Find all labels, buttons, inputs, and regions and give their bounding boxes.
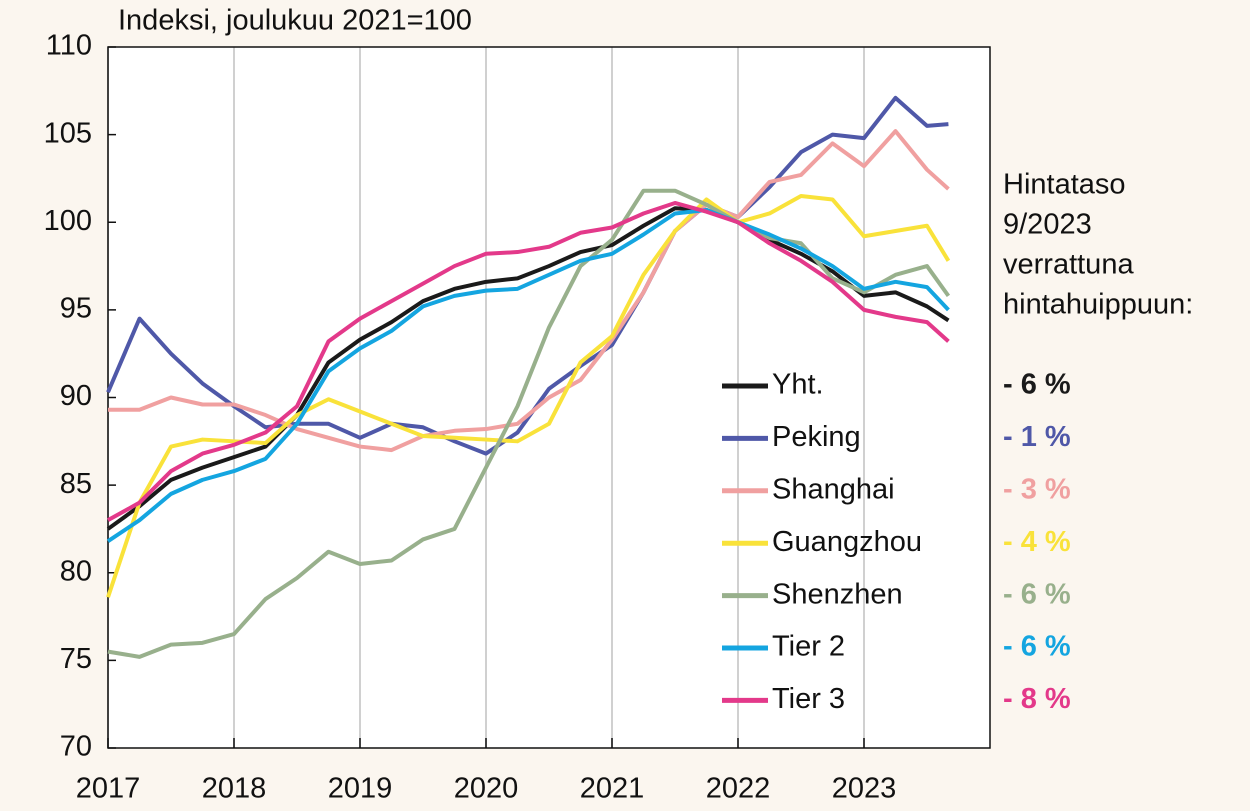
legend-label: Tier 3 xyxy=(772,683,845,715)
side-note: verrattuna xyxy=(1003,249,1134,281)
legend-label: Peking xyxy=(772,421,861,453)
line xyxy=(106,193,951,598)
legend-label: Guangzhou xyxy=(772,526,922,558)
x-tick-label: 2018 xyxy=(202,773,267,805)
side-note: hintahuippuun: xyxy=(1003,289,1193,321)
legend-label: Yht. xyxy=(772,369,824,401)
peak-change-label: - 1 % xyxy=(1003,421,1071,453)
y-tick-label: 110 xyxy=(46,30,92,62)
peak-change-label: - 6 % xyxy=(1003,578,1071,610)
y-tick-label: 75 xyxy=(60,643,92,675)
peak-change-label: - 6 % xyxy=(1003,369,1071,401)
y-tick-label: 100 xyxy=(44,205,92,237)
x-tick-label: 2021 xyxy=(580,773,645,805)
x-tick-label: 2019 xyxy=(328,773,393,805)
peak-change-label: - 4 % xyxy=(1003,526,1071,558)
y-tick-label: 95 xyxy=(60,293,92,325)
line xyxy=(107,188,951,659)
y-tick-label: 70 xyxy=(60,731,92,763)
y-tick-label: 90 xyxy=(60,380,92,412)
line xyxy=(108,129,950,453)
peak-change-label: - 6 % xyxy=(1003,631,1071,663)
side-note: Hintataso xyxy=(1003,169,1126,201)
legend-label: Shenzhen xyxy=(772,578,903,610)
peak-change-label: - 8 % xyxy=(1003,683,1071,715)
x-tick-label: 2020 xyxy=(454,773,519,805)
line xyxy=(106,207,950,543)
legend-label: Tier 2 xyxy=(772,631,845,663)
peak-change-label: - 3 % xyxy=(1003,473,1071,505)
line xyxy=(107,200,950,522)
side-note: 9/2023 xyxy=(1003,209,1092,241)
plot-border xyxy=(107,46,991,749)
legend-label: Shanghai xyxy=(772,473,895,505)
y-tick-label: 85 xyxy=(60,468,92,500)
x-tick-label: 2022 xyxy=(706,773,771,805)
x-tick-label: 2017 xyxy=(76,773,141,805)
x-tick-label: 2023 xyxy=(832,773,897,805)
chart-title: Indeksi, joulukuu 2021=100 xyxy=(118,5,472,37)
y-tick-label: 80 xyxy=(60,555,92,587)
y-tick-label: 105 xyxy=(44,117,92,149)
